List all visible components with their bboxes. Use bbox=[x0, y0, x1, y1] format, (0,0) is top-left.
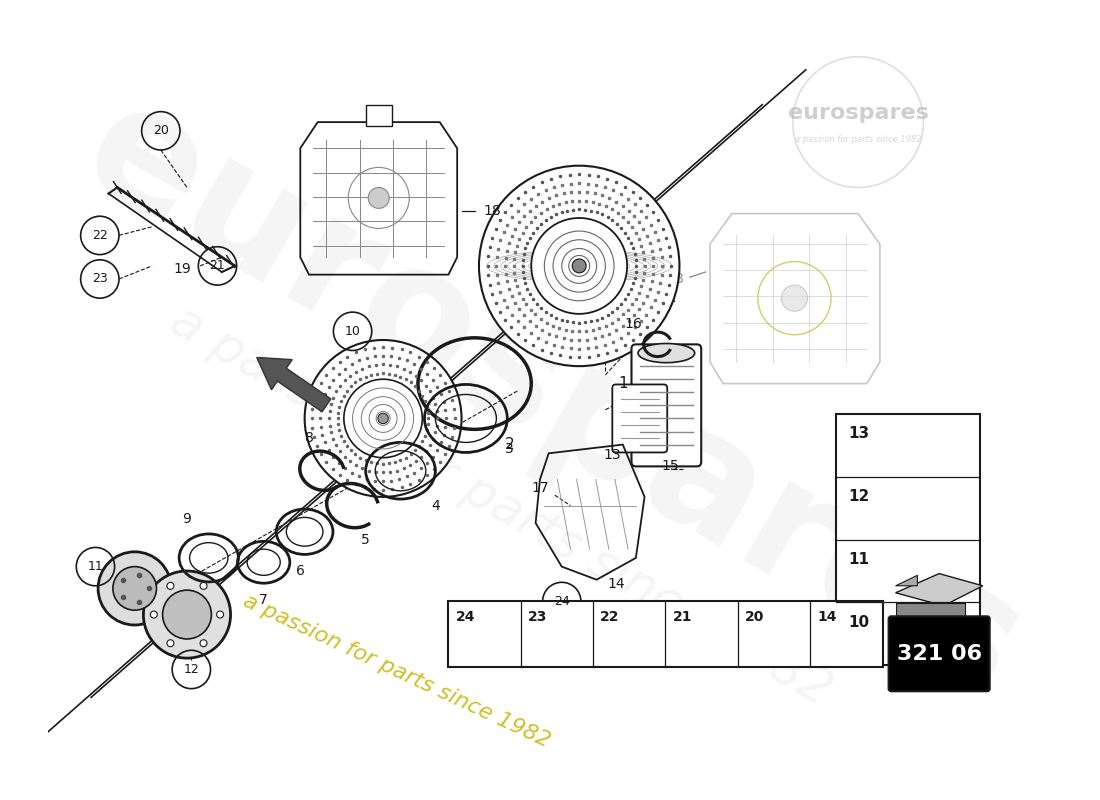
Text: a passion for parts since 1982: a passion for parts since 1982 bbox=[240, 591, 553, 751]
Circle shape bbox=[572, 259, 586, 273]
FancyBboxPatch shape bbox=[631, 344, 701, 466]
Circle shape bbox=[113, 566, 156, 610]
Text: 19: 19 bbox=[174, 262, 191, 275]
Text: 7: 7 bbox=[260, 593, 268, 606]
Text: 321 06: 321 06 bbox=[896, 644, 981, 664]
Circle shape bbox=[531, 218, 627, 314]
Text: 14: 14 bbox=[817, 610, 837, 624]
Circle shape bbox=[781, 285, 807, 311]
Circle shape bbox=[98, 552, 172, 625]
Text: 18: 18 bbox=[483, 204, 500, 218]
Bar bbox=[895, 603, 966, 616]
Circle shape bbox=[478, 166, 680, 366]
Text: eurospares: eurospares bbox=[788, 103, 928, 123]
Text: 1: 1 bbox=[618, 376, 628, 391]
Text: 24: 24 bbox=[455, 610, 475, 624]
Bar bbox=[365, 105, 392, 126]
FancyBboxPatch shape bbox=[889, 616, 990, 691]
Text: 11: 11 bbox=[848, 552, 869, 567]
Circle shape bbox=[167, 640, 174, 646]
Text: 12: 12 bbox=[184, 663, 199, 676]
Circle shape bbox=[163, 590, 211, 639]
Text: 6: 6 bbox=[296, 564, 305, 578]
Text: a passion for parts since 1982: a passion for parts since 1982 bbox=[162, 296, 839, 715]
Text: 18: 18 bbox=[667, 272, 684, 286]
Polygon shape bbox=[895, 574, 982, 606]
Text: 24: 24 bbox=[554, 595, 570, 608]
Text: 21: 21 bbox=[672, 610, 692, 624]
Text: a passion for parts since 1982: a passion for parts since 1982 bbox=[794, 135, 922, 144]
Text: 9: 9 bbox=[183, 512, 191, 526]
Circle shape bbox=[344, 379, 422, 458]
Text: 20: 20 bbox=[745, 610, 764, 624]
Bar bbox=[449, 602, 882, 667]
Circle shape bbox=[200, 640, 207, 646]
FancyArrow shape bbox=[256, 358, 331, 412]
Circle shape bbox=[217, 611, 223, 618]
Text: 13: 13 bbox=[604, 448, 622, 462]
Text: 16: 16 bbox=[625, 318, 642, 331]
Text: 12: 12 bbox=[848, 489, 870, 504]
Text: 22: 22 bbox=[601, 610, 619, 624]
Text: eurospares: eurospares bbox=[56, 67, 1049, 735]
Text: 8: 8 bbox=[305, 431, 314, 446]
Ellipse shape bbox=[638, 343, 695, 362]
Text: 23: 23 bbox=[528, 610, 547, 624]
Circle shape bbox=[167, 582, 174, 590]
Text: 15: 15 bbox=[662, 459, 680, 474]
Text: 5: 5 bbox=[361, 534, 370, 547]
Circle shape bbox=[378, 414, 388, 424]
Text: 3: 3 bbox=[505, 442, 514, 456]
Text: 4: 4 bbox=[431, 498, 440, 513]
Text: 21: 21 bbox=[210, 259, 225, 273]
Text: 22: 22 bbox=[92, 229, 108, 242]
Text: 23: 23 bbox=[92, 273, 108, 286]
Circle shape bbox=[305, 340, 462, 497]
Polygon shape bbox=[895, 575, 917, 586]
Circle shape bbox=[143, 571, 231, 658]
Text: 10: 10 bbox=[848, 614, 870, 630]
Circle shape bbox=[368, 187, 389, 208]
Text: 17: 17 bbox=[531, 481, 549, 495]
Circle shape bbox=[200, 582, 207, 590]
Text: 14: 14 bbox=[607, 577, 625, 591]
Text: 20: 20 bbox=[153, 124, 168, 138]
Text: 11: 11 bbox=[88, 560, 103, 573]
Text: 13: 13 bbox=[848, 426, 870, 442]
Circle shape bbox=[151, 611, 157, 618]
Text: 2: 2 bbox=[505, 437, 515, 452]
Text: 10: 10 bbox=[344, 325, 361, 338]
Bar bbox=[836, 414, 980, 665]
FancyBboxPatch shape bbox=[613, 385, 668, 453]
